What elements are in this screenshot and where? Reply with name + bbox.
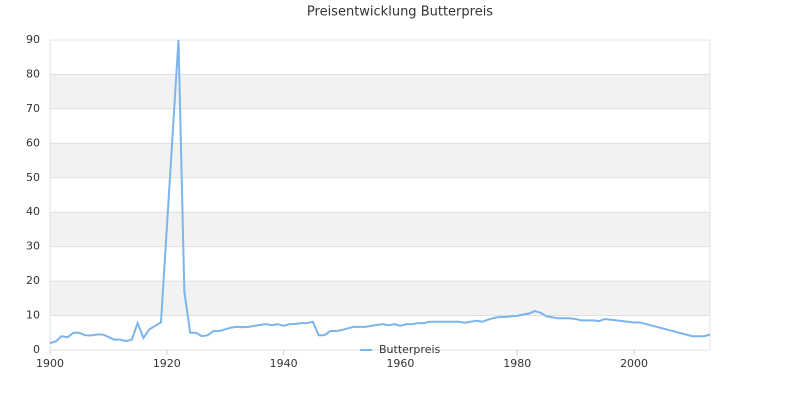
x-tick-label: 1900 bbox=[36, 357, 64, 370]
x-tick-label: 1980 bbox=[503, 357, 531, 370]
y-tick-label: 10 bbox=[26, 309, 40, 322]
chart-title: Preisentwicklung Butterpreis bbox=[307, 5, 493, 20]
y-tick-label: 90 bbox=[26, 33, 40, 46]
x-tick-label: 1920 bbox=[153, 357, 181, 370]
x-tick-label: 1960 bbox=[386, 357, 414, 370]
x-tick-label: 2000 bbox=[620, 357, 648, 370]
grid-band bbox=[50, 74, 710, 109]
grid-band bbox=[50, 281, 710, 316]
y-tick-label: 60 bbox=[26, 136, 40, 149]
grid-band bbox=[50, 212, 710, 247]
y-tick-label: 80 bbox=[26, 67, 40, 80]
legend-label: Butterpreis bbox=[379, 343, 441, 356]
y-tick-label: 50 bbox=[26, 171, 40, 184]
y-tick-label: 70 bbox=[26, 102, 40, 115]
y-tick-label: 40 bbox=[26, 205, 40, 218]
grid-band bbox=[50, 143, 710, 178]
line bbox=[49, 39, 711, 345]
y-tick-label: 20 bbox=[26, 274, 40, 287]
y-tick-label: 30 bbox=[26, 240, 40, 253]
y-tick-label: 0 bbox=[33, 343, 40, 356]
x-tick-label: 1940 bbox=[270, 357, 298, 370]
